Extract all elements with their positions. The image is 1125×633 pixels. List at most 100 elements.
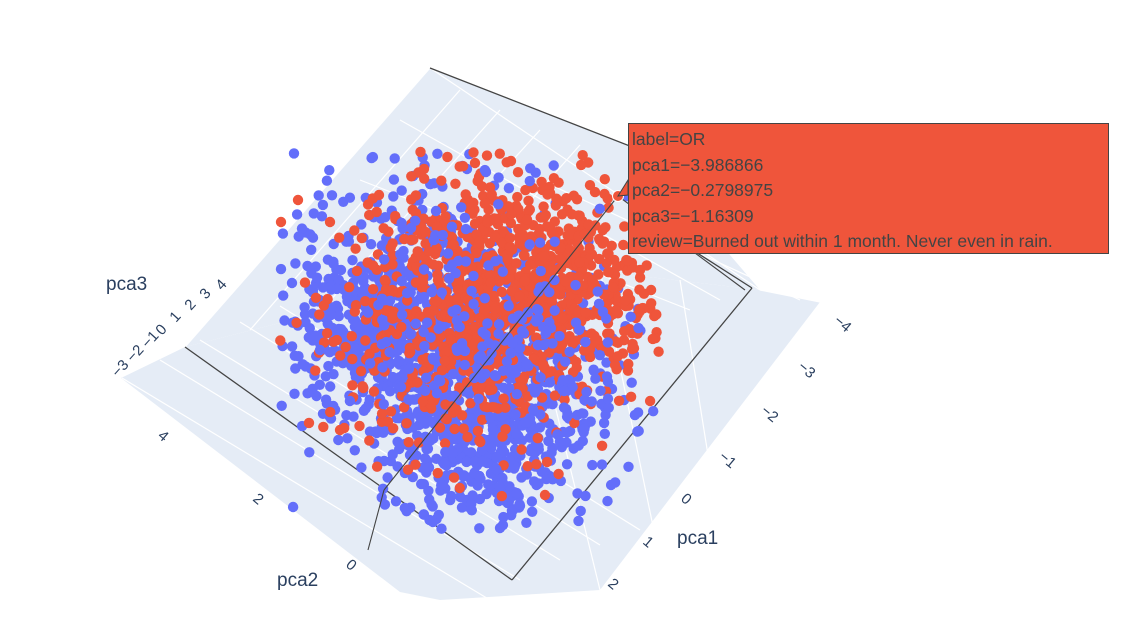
or-point[interactable] <box>573 271 584 283</box>
cg-point[interactable] <box>548 160 559 171</box>
cg-point[interactable] <box>390 496 402 507</box>
cg-point[interactable] <box>535 372 546 383</box>
or-point[interactable] <box>506 209 517 220</box>
or-point[interactable] <box>403 437 414 448</box>
cg-point[interactable] <box>316 211 328 222</box>
or-point[interactable] <box>489 402 500 413</box>
or-point[interactable] <box>603 346 615 357</box>
cg-point[interactable] <box>313 190 324 201</box>
or-point[interactable] <box>367 260 379 271</box>
or-point[interactable] <box>474 236 485 247</box>
cg-point[interactable] <box>432 148 443 159</box>
cg-point[interactable] <box>331 283 342 295</box>
cg-point[interactable] <box>300 317 311 328</box>
or-point[interactable] <box>385 406 397 417</box>
or-point[interactable] <box>599 174 610 185</box>
or-point[interactable] <box>494 148 505 159</box>
cg-point[interactable] <box>404 449 416 461</box>
or-point[interactable] <box>410 277 422 288</box>
or-point[interactable] <box>442 151 453 163</box>
cg-point[interactable] <box>588 365 600 377</box>
cg-point[interactable] <box>479 293 490 304</box>
or-point[interactable] <box>431 221 442 233</box>
cg-point[interactable] <box>336 324 347 335</box>
or-point[interactable] <box>477 414 488 425</box>
cg-point[interactable] <box>446 259 458 270</box>
cg-point[interactable] <box>391 338 403 349</box>
or-point[interactable] <box>484 385 495 396</box>
cg-point[interactable] <box>446 221 458 232</box>
or-point[interactable] <box>505 155 517 167</box>
cg-point[interactable] <box>469 456 481 467</box>
or-point[interactable] <box>596 440 608 451</box>
cg-point[interactable] <box>517 326 528 337</box>
cg-point[interactable] <box>531 479 542 491</box>
cg-point[interactable] <box>527 506 538 517</box>
cg-point[interactable] <box>436 480 447 491</box>
or-point[interactable] <box>504 232 516 244</box>
cg-point[interactable] <box>415 412 426 423</box>
cg-point[interactable] <box>530 316 542 327</box>
or-point[interactable] <box>567 338 578 349</box>
cg-point[interactable] <box>493 199 504 210</box>
or-point[interactable] <box>471 247 482 259</box>
cg-point[interactable] <box>633 322 644 334</box>
cg-point[interactable] <box>342 296 353 307</box>
cg-point[interactable] <box>296 223 308 234</box>
or-point[interactable] <box>553 177 564 188</box>
cg-point[interactable] <box>378 254 390 265</box>
cg-point[interactable] <box>388 191 399 202</box>
or-point[interactable] <box>462 431 473 443</box>
cg-point[interactable] <box>602 495 613 507</box>
cg-point[interactable] <box>349 445 360 456</box>
cg-point[interactable] <box>278 290 289 301</box>
or-point[interactable] <box>349 225 360 236</box>
cg-point[interactable] <box>527 404 539 415</box>
cg-point[interactable] <box>403 394 414 405</box>
cg-point[interactable] <box>558 402 570 413</box>
cg-point[interactable] <box>561 411 573 422</box>
cg-point[interactable] <box>541 473 552 485</box>
cg-point[interactable] <box>426 499 437 510</box>
cg-point[interactable] <box>311 272 323 283</box>
cg-point[interactable] <box>396 185 407 196</box>
cg-point[interactable] <box>458 470 470 481</box>
or-point[interactable] <box>418 213 429 224</box>
or-point[interactable] <box>468 338 479 350</box>
or-point[interactable] <box>569 417 580 429</box>
cg-point[interactable] <box>366 152 377 164</box>
or-point[interactable] <box>521 214 533 225</box>
or-point[interactable] <box>420 238 431 249</box>
cg-point[interactable] <box>579 423 590 434</box>
or-point[interactable] <box>325 406 336 418</box>
or-point[interactable] <box>402 464 414 475</box>
or-point[interactable] <box>622 255 633 266</box>
cg-point[interactable] <box>299 309 311 320</box>
cg-point[interactable] <box>585 416 596 427</box>
cg-point[interactable] <box>594 350 605 361</box>
cg-point[interactable] <box>418 291 430 303</box>
or-point[interactable] <box>603 267 614 278</box>
or-point[interactable] <box>544 265 555 277</box>
cg-point[interactable] <box>497 266 508 277</box>
or-point[interactable] <box>350 243 361 254</box>
cg-point[interactable] <box>513 310 525 321</box>
cg-point[interactable] <box>453 321 464 332</box>
cg-point[interactable] <box>391 412 402 424</box>
cg-point[interactable] <box>320 394 332 405</box>
cg-point[interactable] <box>277 228 289 239</box>
cg-point[interactable] <box>342 433 353 444</box>
or-point[interactable] <box>469 218 481 229</box>
cg-point[interactable] <box>477 326 488 338</box>
or-point[interactable] <box>518 230 529 241</box>
cg-point[interactable] <box>445 390 456 402</box>
or-point[interactable] <box>458 423 469 434</box>
cg-point[interactable] <box>317 282 329 293</box>
cg-point[interactable] <box>427 516 439 528</box>
cg-point[interactable] <box>439 458 450 470</box>
cg-point[interactable] <box>472 363 483 374</box>
cg-point[interactable] <box>525 163 536 174</box>
cg-point[interactable] <box>468 298 479 310</box>
cg-point[interactable] <box>633 425 644 437</box>
cg-point[interactable] <box>384 347 395 358</box>
